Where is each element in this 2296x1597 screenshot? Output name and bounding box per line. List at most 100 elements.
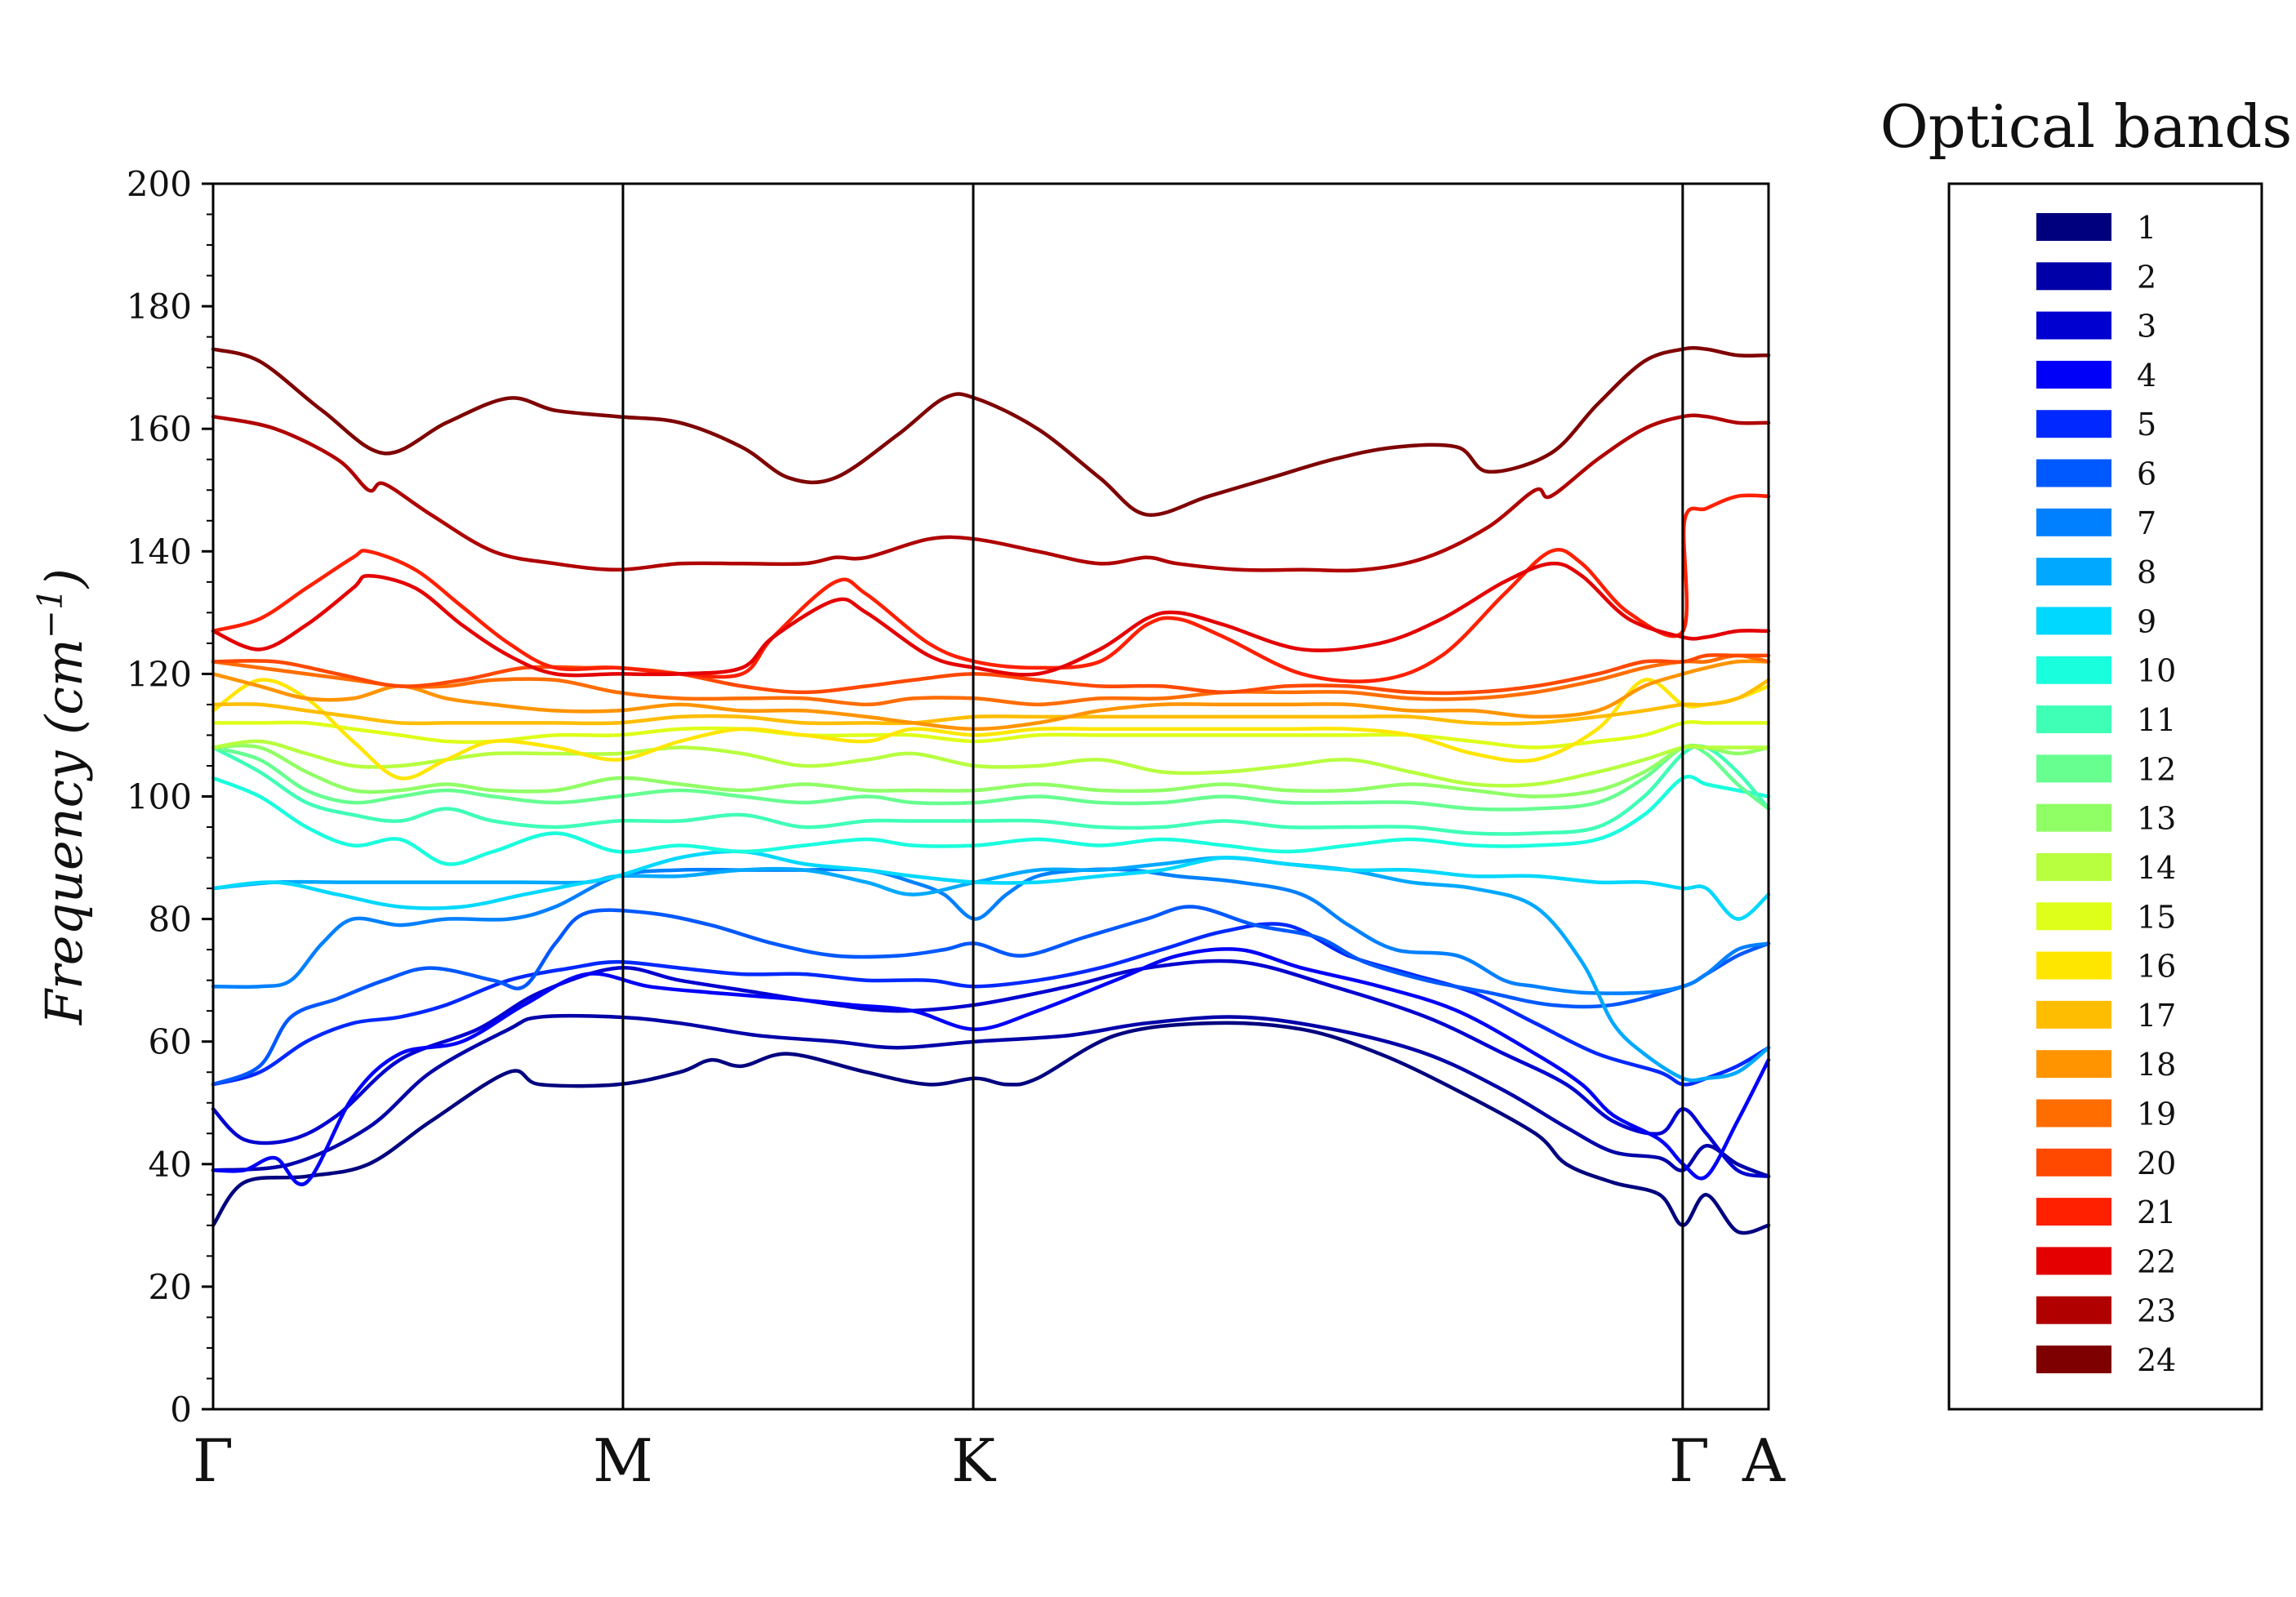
band-line-2 [211,1013,1771,1179]
legend-item-2: 2 [2036,259,2156,295]
legend-label: 13 [2137,801,2176,837]
legend-label: 14 [2137,850,2176,886]
legend-swatch [2036,1050,2111,1079]
legend-item-9: 9 [2036,603,2156,639]
legend-swatch [2036,1000,2111,1029]
y-axis-label: Frequency (cm−1) [30,568,94,1025]
legend-item-7: 7 [2036,505,2156,541]
band-line-7 [211,867,1771,995]
legend-swatch [2036,508,2111,536]
legend-item-8: 8 [2036,554,2156,590]
band-line-15 [211,720,1771,750]
legend-item-20: 20 [2036,1145,2176,1181]
y-axis-label-main: Frequency (cm [34,638,94,1025]
legend-label: 4 [2137,358,2156,394]
legend-label: 5 [2137,407,2156,443]
y-tick-label: 0 [170,1390,192,1430]
legend-swatch [2036,213,2111,241]
y-axis-label-exponent: −1 [30,588,70,638]
legend-label: 15 [2137,899,2176,935]
legend-label: 8 [2137,554,2156,590]
band-line-20 [211,653,1771,696]
legend-item-17: 17 [2036,998,2176,1034]
legend-label: 17 [2137,998,2176,1034]
y-tick-label: 140 [127,532,192,572]
legend-item-13: 13 [2036,801,2176,837]
legend-swatch [2036,705,2111,734]
band-line-5 [211,922,1771,1087]
y-axis-label-tail: ) [34,568,94,589]
y-tick-label: 200 [127,164,192,204]
band-line-1 [211,1021,1771,1235]
legend-item-10: 10 [2036,653,2176,689]
legend-item-6: 6 [2036,456,2156,492]
legend-label: 21 [2137,1194,2176,1230]
legend-item-23: 23 [2036,1293,2176,1329]
legend-swatch [2036,607,2111,635]
band-line-10 [211,774,1771,866]
y-tick-label: 40 [149,1145,192,1185]
legend-swatch [2036,1247,2111,1275]
band-line-4 [211,947,1771,1186]
legend-label: 23 [2137,1293,2176,1329]
legend-item-15: 15 [2036,899,2176,935]
y-tick-label: 100 [127,777,192,817]
y-tick-label: 120 [127,654,192,694]
y-tick-label: 160 [127,409,192,449]
legend-title: Optical bands [1880,92,2293,161]
legend-swatch [2036,656,2111,684]
y-axis: 0 20 40 60 80 100 120 140 160 180 200 [127,164,213,1430]
x-tick-label: Γ [193,1426,234,1495]
legend-item-24: 24 [2036,1342,2176,1378]
band-line-16 [211,678,1771,781]
legend-frame [1947,182,2263,1411]
legend-item-14: 14 [2036,850,2176,886]
legend-label: 16 [2137,949,2176,985]
legend-label: 11 [2137,702,2176,738]
band-line-22 [211,561,1771,678]
x-tick-label: A [1742,1426,1786,1495]
band-line-6 [211,905,1771,1087]
legend-swatch [2036,1346,2111,1373]
legend-item-16: 16 [2036,949,2176,985]
legend-label: 3 [2137,309,2156,345]
y-tick-label: 180 [127,287,192,327]
high-symmetry-lines [621,184,1684,1409]
legend-item-21: 21 [2036,1194,2176,1230]
x-tick-label: Γ [1669,1426,1710,1495]
legend-item-18: 18 [2036,1047,2176,1083]
legend-item-22: 22 [2036,1243,2176,1279]
legend-swatch [2036,311,2111,340]
legend-swatch [2036,803,2111,832]
band-lines [211,345,1771,1235]
legend-label: 6 [2137,456,2156,492]
band-line-11 [211,744,1771,836]
band-line-9 [211,849,1771,921]
legend-item-19: 19 [2036,1096,2176,1132]
x-tick-label: M [593,1426,653,1495]
legend-label: 12 [2137,751,2176,787]
legend-swatch [2036,459,2111,487]
legend-label: 9 [2137,603,2156,639]
legend-label: 10 [2137,653,2176,689]
legend-swatch [2036,1198,2111,1226]
legend-label: 2 [2137,259,2156,295]
legend-swatch [2036,902,2111,931]
band-line-12 [211,744,1771,812]
y-tick-label: 20 [149,1267,192,1307]
legend-swatch [2036,1099,2111,1128]
legend-item-4: 4 [2036,358,2156,394]
legend-label: 18 [2137,1047,2176,1083]
legend-label: 19 [2137,1096,2176,1132]
legend-swatch [2036,852,2111,881]
y-tick-label: 60 [149,1022,192,1062]
legend-swatch [2036,754,2111,783]
legend-label: 24 [2137,1342,2176,1378]
legend-swatch [2036,360,2111,389]
x-tick-label: K [951,1426,996,1495]
legend-item-11: 11 [2036,702,2176,738]
legend-item-1: 1 [2036,210,2156,246]
